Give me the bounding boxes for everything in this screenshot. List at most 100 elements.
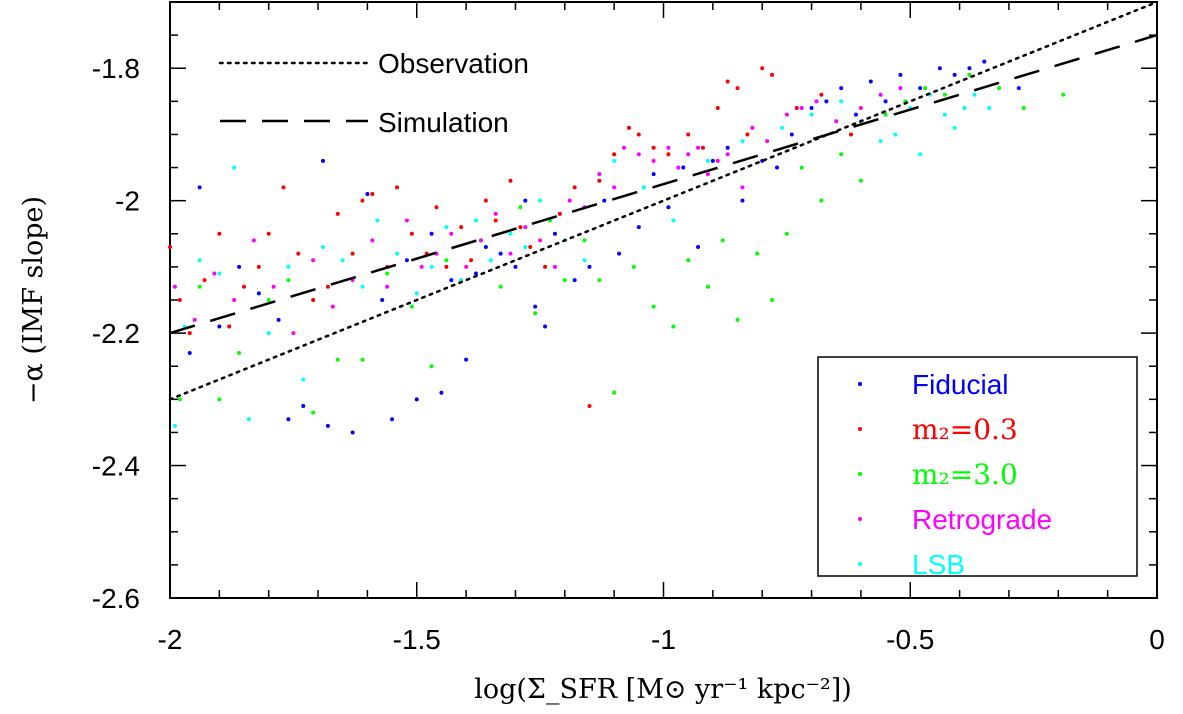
data-point (385, 284, 390, 289)
data-point (301, 403, 306, 408)
data-point (824, 99, 829, 104)
data-point (819, 92, 824, 97)
data-point (380, 298, 385, 302)
data-point (784, 231, 789, 236)
data-point (858, 105, 863, 110)
data-point (923, 86, 928, 91)
data-point (967, 72, 972, 77)
data-point (651, 172, 656, 177)
data-point (217, 231, 222, 236)
data-point (942, 92, 947, 97)
data-point (385, 271, 390, 276)
data-point (602, 198, 607, 203)
data-point (858, 178, 863, 183)
data-point (197, 185, 202, 190)
data-point (266, 231, 271, 236)
data-point (350, 251, 355, 256)
data-point (296, 251, 301, 256)
data-point (770, 72, 775, 77)
data-point (404, 258, 409, 263)
data-point (478, 238, 483, 243)
data-point (972, 92, 977, 97)
data-point (459, 225, 464, 230)
data-point (878, 139, 883, 144)
data-point (177, 397, 182, 402)
data-point (809, 112, 814, 117)
data-point (725, 79, 730, 84)
data-point (429, 264, 434, 269)
data-point (918, 86, 923, 91)
data-point (325, 284, 330, 289)
data-point (799, 165, 804, 170)
data-point (686, 258, 691, 263)
data-point (483, 198, 488, 203)
data-point (760, 66, 765, 71)
y-axis-title: −α (IMF slope) (18, 196, 49, 404)
data-point (429, 364, 434, 369)
data-point (839, 152, 844, 157)
data-point (232, 298, 237, 302)
data-point (587, 403, 592, 408)
data-point (217, 397, 222, 402)
data-point (473, 271, 478, 276)
simulation-line (169, 33, 1158, 335)
data-point (715, 105, 720, 110)
data-point (281, 185, 286, 190)
data-point (325, 423, 330, 428)
data-point (365, 192, 370, 197)
y-tick-label: -2 (115, 186, 140, 217)
data-point (572, 278, 577, 283)
data-point (172, 284, 177, 289)
data-point (464, 264, 469, 269)
data-point (483, 245, 488, 250)
y-tick-label: -2.2 (92, 318, 140, 349)
x-tick-label: -0.5 (886, 624, 934, 655)
data-point (419, 264, 424, 269)
data-point (740, 185, 745, 190)
data-point (582, 258, 587, 263)
data-point (696, 145, 701, 150)
data-point (809, 105, 814, 110)
data-point (982, 59, 987, 64)
data-point (641, 185, 646, 190)
data-point (552, 264, 557, 269)
data-point (557, 211, 562, 216)
data-point (745, 132, 750, 137)
data-point (404, 218, 409, 223)
data-point (878, 92, 883, 97)
data-point (1021, 105, 1026, 110)
data-points (168, 59, 1066, 435)
data-point (552, 231, 557, 236)
legend-marker (858, 562, 862, 566)
data-point (612, 185, 617, 190)
data-point (370, 192, 375, 197)
data-point (651, 158, 656, 163)
data-point (444, 258, 449, 263)
data-point (839, 99, 844, 104)
data-point (335, 211, 340, 216)
data-point (390, 417, 395, 422)
data-point (439, 390, 444, 395)
data-point (735, 317, 740, 322)
data-point (597, 278, 602, 283)
data-point (755, 251, 760, 256)
data-point (286, 417, 291, 422)
x-tick-label: -2 (158, 624, 183, 655)
data-point (700, 145, 705, 150)
data-point (997, 86, 1002, 91)
data-point (686, 152, 691, 157)
legend-box (817, 356, 1138, 577)
data-point (686, 132, 691, 137)
data-point (375, 218, 380, 223)
series-legend: Fiducial m₂=0.3 m₂=3.0 Retrograde LSB (817, 356, 1138, 580)
data-point (617, 251, 622, 256)
data-point (612, 158, 617, 163)
data-point (518, 205, 523, 210)
data-point (360, 198, 365, 203)
data-point (543, 264, 548, 269)
data-point (493, 218, 498, 223)
data-point (360, 357, 365, 362)
data-point (187, 350, 192, 355)
data-point (414, 397, 419, 402)
data-point (251, 238, 256, 243)
